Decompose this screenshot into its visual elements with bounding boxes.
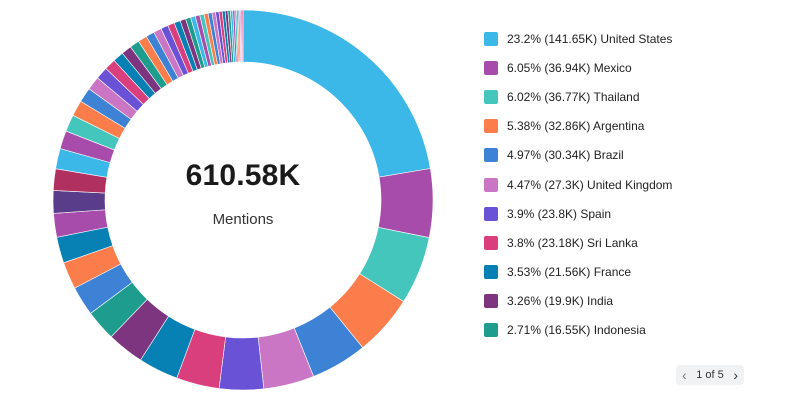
legend-swatch	[484, 60, 498, 75]
legend-swatch	[484, 294, 498, 309]
legend-label: 3.26% (19.9K) India	[507, 294, 614, 309]
pager-text: 1 of 5	[696, 369, 724, 381]
donut-slice-spain[interactable]	[218, 336, 265, 391]
legend-label: 3.8% (23.18K) Sri Lanka	[507, 235, 638, 250]
donut-slice[interactable]	[241, 9, 244, 63]
legend-item[interactable]: 23.2% (141.65K) United States	[484, 24, 784, 53]
legend-label: 6.02% (36.77K) Thailand	[507, 89, 640, 104]
legend-item[interactable]: 6.05% (36.94K) Mexico	[484, 53, 784, 82]
donut-slice-mexico[interactable]	[377, 168, 434, 239]
legend-swatch	[484, 235, 498, 250]
legend-label: 4.97% (30.34K) Brazil	[507, 148, 624, 163]
legend-item[interactable]: 4.97% (30.34K) Brazil	[484, 141, 784, 170]
legend-label: 3.9% (23.8K) Spain	[507, 206, 612, 221]
legend-label: 23.2% (141.65K) United States	[507, 31, 673, 46]
legend-item[interactable]: 2.71% (16.55K) Indonesia	[484, 316, 784, 345]
chart-legend: 23.2% (141.65K) United States 6.05% (36.9…	[484, 24, 784, 345]
legend-swatch	[484, 148, 498, 163]
legend-label: 2.71% (16.55K) Indonesia	[507, 323, 646, 338]
donut-chart: 610.58K Mentions	[48, 5, 438, 395]
chevron-right-icon[interactable]: ›	[733, 367, 738, 383]
legend-swatch	[484, 31, 498, 46]
legend-swatch	[484, 89, 498, 104]
legend-label: 5.38% (32.86K) Argentina	[507, 119, 645, 134]
donut-chart-svg	[52, 9, 434, 391]
legend-swatch	[484, 119, 498, 134]
legend-item[interactable]: 4.47% (27.3K) United Kingdom	[484, 170, 784, 199]
legend-item[interactable]: 6.02% (36.77K) Thailand	[484, 82, 784, 111]
legend-swatch	[484, 265, 498, 280]
legend-item[interactable]: 3.9% (23.8K) Spain	[484, 199, 784, 228]
legend-item[interactable]: 3.8% (23.18K) Sri Lanka	[484, 228, 784, 257]
donut-slice[interactable]	[52, 190, 106, 214]
legend-label: 4.47% (27.3K) United Kingdom	[507, 177, 673, 192]
donut-slice-united-states[interactable]	[242, 9, 431, 178]
legend-item[interactable]: 3.26% (19.9K) India	[484, 287, 784, 316]
legend-swatch	[484, 177, 498, 192]
legend-swatch	[484, 206, 498, 221]
legend-item[interactable]: 5.38% (32.86K) Argentina	[484, 112, 784, 141]
legend-label: 6.05% (36.94K) Mexico	[507, 60, 632, 75]
legend-item[interactable]: 3.53% (21.56K) France	[484, 258, 784, 287]
legend-pager: ‹ 1 of 5 ›	[676, 365, 744, 385]
legend-swatch	[484, 323, 498, 338]
chevron-left-icon[interactable]: ‹	[682, 367, 687, 383]
legend-label: 3.53% (21.56K) France	[507, 265, 632, 280]
